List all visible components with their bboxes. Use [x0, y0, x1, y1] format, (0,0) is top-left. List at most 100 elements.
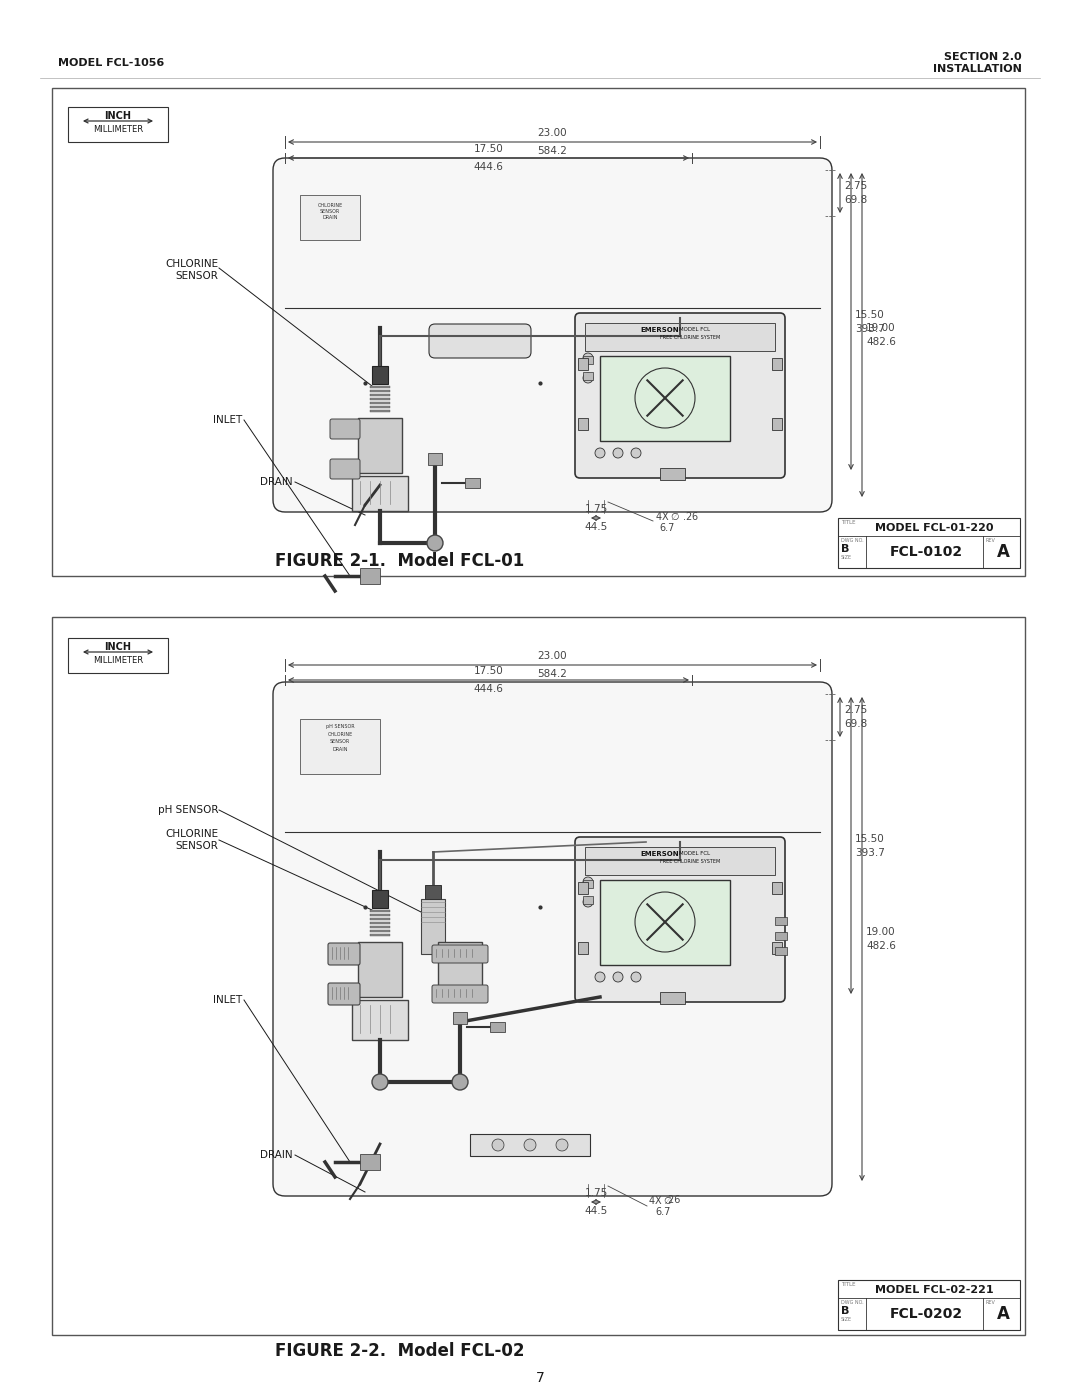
Circle shape — [583, 897, 593, 907]
Text: SIZE: SIZE — [841, 555, 852, 560]
Text: 482.6: 482.6 — [866, 942, 896, 951]
Bar — [421, 900, 445, 954]
Circle shape — [613, 972, 623, 982]
Bar — [578, 882, 588, 894]
Text: INLET: INLET — [213, 415, 242, 425]
Circle shape — [524, 1139, 536, 1151]
Circle shape — [556, 1139, 568, 1151]
Text: CHLORINE
SENSOR: CHLORINE SENSOR — [165, 258, 218, 281]
Bar — [357, 418, 402, 474]
Text: DRAIN: DRAIN — [260, 1150, 293, 1160]
Text: 7: 7 — [536, 1370, 544, 1384]
FancyBboxPatch shape — [432, 944, 488, 963]
Bar — [453, 1011, 467, 1024]
Text: 15.50: 15.50 — [855, 834, 885, 844]
Text: 69.8: 69.8 — [843, 196, 867, 205]
Bar — [370, 386, 390, 388]
Bar — [370, 918, 390, 921]
Text: EMERSON: EMERSON — [640, 851, 679, 856]
Text: REV: REV — [986, 538, 996, 543]
Text: SENSOR: SENSOR — [320, 210, 340, 214]
Circle shape — [631, 448, 642, 458]
Text: 4X $\emptyset$ .26: 4X $\emptyset$ .26 — [654, 510, 699, 522]
Text: 19.00: 19.00 — [866, 323, 895, 332]
FancyBboxPatch shape — [330, 419, 360, 439]
Text: DRAIN: DRAIN — [322, 215, 338, 219]
Bar — [838, 518, 1020, 569]
Bar — [660, 992, 685, 1004]
Bar — [360, 569, 380, 584]
Text: pH SENSOR: pH SENSOR — [326, 724, 354, 729]
Text: CHLORINE
SENSOR: CHLORINE SENSOR — [165, 828, 218, 851]
Bar — [357, 942, 402, 997]
FancyBboxPatch shape — [328, 983, 360, 1004]
Bar — [428, 453, 442, 465]
Text: INCH: INCH — [105, 643, 132, 652]
Bar — [370, 409, 390, 412]
Text: FIGURE 2-1.  Model FCL-01: FIGURE 2-1. Model FCL-01 — [275, 552, 525, 570]
Text: REV: REV — [986, 1301, 996, 1305]
Bar — [578, 358, 588, 370]
Bar — [583, 372, 593, 380]
Text: 444.6: 444.6 — [473, 162, 503, 172]
Text: 1.75: 1.75 — [584, 1187, 608, 1199]
Circle shape — [492, 1139, 504, 1151]
Text: 584.2: 584.2 — [538, 147, 567, 156]
Bar — [370, 390, 390, 393]
Text: 444.6: 444.6 — [473, 685, 503, 694]
Bar — [360, 1154, 380, 1171]
Text: DWG NO.: DWG NO. — [841, 1301, 864, 1305]
FancyBboxPatch shape — [330, 460, 360, 479]
Bar — [370, 402, 390, 404]
Text: INSTALLATION: INSTALLATION — [933, 64, 1022, 74]
Bar — [660, 468, 685, 481]
Text: 584.2: 584.2 — [538, 669, 567, 679]
Text: MODEL FCL-01-220: MODEL FCL-01-220 — [875, 522, 994, 534]
Bar — [578, 942, 588, 954]
Text: 44.5: 44.5 — [584, 1206, 608, 1215]
Text: B: B — [841, 543, 849, 555]
Text: 44.5: 44.5 — [584, 522, 608, 532]
Bar — [490, 1023, 505, 1032]
Text: 23.00: 23.00 — [538, 651, 567, 661]
Text: .26: .26 — [665, 1194, 680, 1206]
Bar — [370, 398, 390, 400]
Bar — [370, 914, 390, 916]
Bar — [68, 108, 168, 142]
Bar — [772, 418, 782, 430]
Bar — [470, 1134, 590, 1155]
Circle shape — [583, 877, 593, 887]
Bar — [370, 922, 390, 923]
FancyBboxPatch shape — [273, 682, 832, 1196]
Bar — [372, 890, 388, 908]
Bar — [370, 935, 390, 936]
Bar — [438, 942, 482, 997]
Bar — [775, 932, 787, 940]
Circle shape — [372, 1074, 388, 1090]
Text: FREE CHLORINE SYSTEM: FREE CHLORINE SYSTEM — [660, 335, 720, 339]
Bar — [583, 895, 593, 904]
Text: pH SENSOR: pH SENSOR — [158, 805, 218, 814]
Text: INLET: INLET — [213, 995, 242, 1004]
FancyBboxPatch shape — [429, 324, 531, 358]
Bar — [370, 930, 390, 932]
Text: SENSOR: SENSOR — [329, 739, 350, 745]
Text: SECTION 2.0: SECTION 2.0 — [944, 52, 1022, 61]
Text: 17.50: 17.50 — [474, 666, 503, 676]
Bar — [370, 394, 390, 395]
Bar — [352, 476, 408, 511]
Circle shape — [613, 448, 623, 458]
Text: 1.75: 1.75 — [584, 504, 608, 514]
Text: SIZE: SIZE — [841, 1317, 852, 1322]
Text: A: A — [997, 543, 1010, 562]
Text: 15.50: 15.50 — [855, 310, 885, 320]
Bar — [426, 886, 441, 900]
Text: DRAIN: DRAIN — [333, 747, 348, 752]
Text: 17.50: 17.50 — [474, 144, 503, 154]
Bar — [372, 366, 388, 384]
Text: 2.75: 2.75 — [843, 182, 867, 191]
Bar — [775, 916, 787, 925]
Bar — [352, 1000, 408, 1039]
Text: 393.7: 393.7 — [855, 324, 885, 334]
Text: DWG NO.: DWG NO. — [841, 538, 864, 543]
